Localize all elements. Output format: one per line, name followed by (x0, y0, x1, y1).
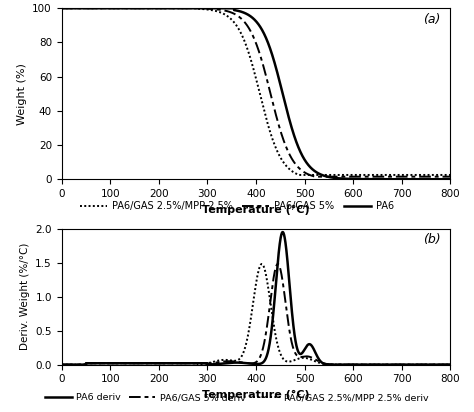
Text: (b): (b) (423, 233, 440, 246)
Text: (a): (a) (423, 13, 440, 26)
X-axis label: Temperature (°C): Temperature (°C) (202, 390, 310, 400)
Y-axis label: Weight (%): Weight (%) (17, 63, 27, 125)
Y-axis label: Deriv. Weight (%/°C): Deriv. Weight (%/°C) (20, 243, 30, 350)
Legend: PA6/GAS 2.5%/MPP 2.5%, PA6/GAS 5%, PA6: PA6/GAS 2.5%/MPP 2.5%, PA6/GAS 5%, PA6 (76, 197, 398, 215)
X-axis label: Temperature (°C): Temperature (°C) (202, 204, 310, 215)
Legend: PA6 deriv, PA6/GAS 5% deriv, PA6/GAS 2.5%/MPP 2.5% deriv: PA6 deriv, PA6/GAS 5% deriv, PA6/GAS 2.5… (41, 389, 433, 406)
